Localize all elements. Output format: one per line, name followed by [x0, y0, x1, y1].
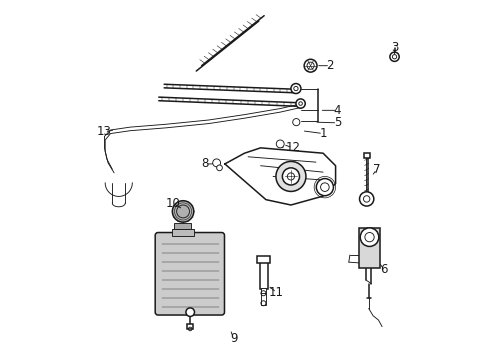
Text: 5: 5 [333, 116, 340, 129]
Circle shape [359, 192, 373, 206]
Text: 13: 13 [97, 125, 112, 138]
Text: 2: 2 [326, 59, 333, 72]
Bar [257, 256, 270, 263]
Bar [364, 153, 369, 158]
Bar [172, 229, 193, 237]
Text: 8: 8 [201, 157, 208, 170]
Circle shape [282, 168, 299, 185]
FancyBboxPatch shape [155, 233, 224, 315]
Text: 1: 1 [319, 127, 326, 140]
Text: 3: 3 [390, 41, 397, 54]
Bar [174, 223, 191, 229]
Circle shape [172, 201, 193, 222]
Text: 6: 6 [379, 263, 387, 276]
Circle shape [292, 118, 299, 126]
Circle shape [304, 59, 316, 72]
Text: 11: 11 [268, 286, 284, 299]
Text: 7: 7 [372, 163, 380, 176]
Circle shape [216, 165, 222, 171]
Bar [358, 228, 380, 267]
Circle shape [290, 84, 300, 94]
Circle shape [185, 308, 194, 316]
Bar [261, 288, 265, 294]
Circle shape [212, 159, 220, 167]
Circle shape [360, 228, 378, 247]
Text: 4: 4 [333, 104, 341, 117]
Bar [259, 262, 267, 289]
Text: 10: 10 [165, 197, 180, 210]
Circle shape [389, 52, 398, 62]
Bar [187, 324, 193, 329]
Circle shape [275, 161, 305, 192]
Bar [261, 293, 265, 305]
Circle shape [276, 140, 284, 148]
Text: 9: 9 [229, 333, 237, 346]
Circle shape [295, 99, 305, 108]
Circle shape [316, 179, 333, 196]
Text: 12: 12 [285, 141, 300, 154]
